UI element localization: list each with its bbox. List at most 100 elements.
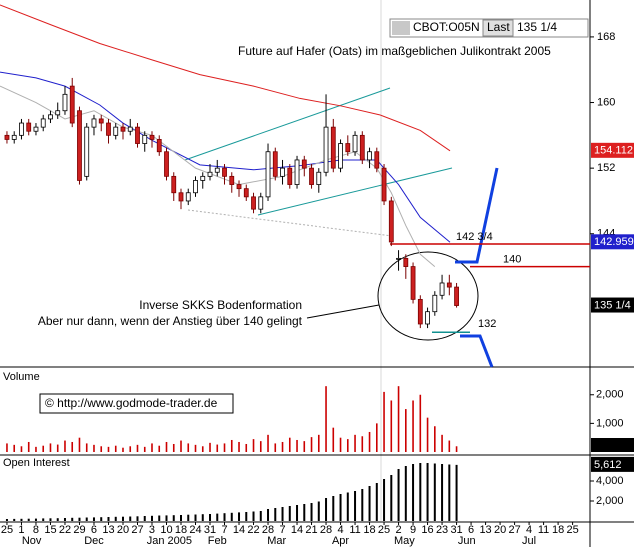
x-tick-label: 25 bbox=[378, 524, 390, 536]
y-tick-label: 2,000 bbox=[596, 495, 624, 507]
volume-bar bbox=[158, 445, 161, 452]
x-tick-label: 24 bbox=[189, 524, 201, 536]
copyright-box bbox=[39, 393, 234, 414]
candle-body bbox=[62, 93, 68, 112]
volume-bar bbox=[419, 394, 422, 452]
open-interest-bar bbox=[129, 516, 132, 521]
candle-body bbox=[425, 311, 430, 325]
oi-last-value: 5,612 bbox=[594, 459, 622, 471]
x-tick-label: 7 bbox=[221, 524, 227, 536]
candle-body bbox=[91, 118, 97, 128]
candle-body bbox=[11, 134, 17, 140]
open-interest-bar bbox=[172, 515, 175, 521]
open-interest-bar bbox=[180, 515, 183, 521]
volume-bar bbox=[303, 441, 306, 452]
volume-bar bbox=[368, 431, 371, 452]
volume-bar bbox=[6, 443, 8, 452]
candle-body bbox=[185, 192, 191, 202]
x-tick-label: 23 bbox=[436, 524, 448, 536]
candle-body bbox=[127, 126, 133, 132]
x-tick-label: 11 bbox=[349, 524, 360, 536]
open-interest-bar bbox=[121, 516, 124, 521]
open-interest-bar bbox=[27, 518, 30, 521]
open-interest-bar bbox=[404, 466, 407, 521]
candle-body bbox=[359, 134, 365, 161]
open-interest-bar bbox=[252, 511, 255, 521]
open-interest-bar bbox=[296, 505, 299, 521]
candle-body bbox=[272, 151, 278, 177]
trend-line bbox=[257, 167, 453, 216]
candle-body bbox=[265, 151, 271, 198]
volume-bar bbox=[201, 446, 204, 452]
moving-average bbox=[0, 4, 451, 152]
candle-body bbox=[417, 298, 423, 325]
y-tick-label: 4,000 bbox=[596, 475, 624, 487]
month-label: Nov bbox=[22, 535, 42, 547]
volume-bar bbox=[230, 439, 233, 452]
annotation: Aber nur dann, wenn der Anstieg über 140… bbox=[38, 314, 303, 328]
x-tick-label: 31 bbox=[450, 524, 462, 536]
open-interest-bar bbox=[230, 512, 233, 521]
candle-body bbox=[149, 134, 155, 140]
open-interest-bar bbox=[274, 508, 277, 521]
volume-bar bbox=[361, 436, 364, 452]
x-tick-label: 28 bbox=[262, 524, 274, 536]
candle-body bbox=[446, 282, 452, 288]
volume-bar bbox=[56, 444, 59, 452]
volume-bar bbox=[187, 443, 190, 452]
open-interest-bar bbox=[100, 517, 103, 521]
volume-bar bbox=[216, 444, 219, 452]
candle-body bbox=[454, 286, 459, 306]
month-label: Jun bbox=[458, 535, 476, 547]
candle-body bbox=[55, 110, 61, 116]
volume-bar bbox=[245, 443, 248, 452]
open-interest-bar bbox=[245, 512, 248, 521]
month-label: Jan 2005 bbox=[147, 535, 192, 547]
candle-body bbox=[294, 159, 300, 185]
volume-bar bbox=[136, 444, 139, 452]
open-interest-bar bbox=[426, 463, 429, 521]
volume-bar bbox=[165, 441, 168, 452]
open-interest-bar bbox=[238, 512, 241, 521]
volume-bar bbox=[274, 443, 277, 452]
x-tick-label: 9 bbox=[410, 524, 416, 536]
pattern-circle bbox=[377, 251, 479, 341]
open-interest-bar bbox=[63, 518, 66, 521]
open-interest-bar bbox=[158, 515, 161, 521]
x-tick-label: 1 bbox=[18, 524, 24, 536]
candle-body bbox=[171, 175, 177, 194]
open-interest-bar bbox=[288, 506, 291, 521]
month-label: Dec bbox=[84, 535, 104, 547]
x-tick-label: 29 bbox=[73, 524, 85, 536]
candle-body bbox=[287, 167, 293, 185]
open-interest-bar bbox=[20, 518, 23, 521]
header-swatch bbox=[392, 21, 410, 35]
candle-body bbox=[410, 266, 416, 300]
candle-body bbox=[323, 126, 329, 173]
volume-last-box bbox=[591, 438, 634, 452]
candle-body bbox=[19, 122, 24, 136]
volume-bar bbox=[172, 443, 175, 452]
x-tick-label: 25 bbox=[1, 524, 13, 536]
volume-bar bbox=[281, 441, 284, 452]
x-tick-label: 13 bbox=[102, 524, 114, 536]
candle-body bbox=[156, 139, 162, 153]
candle-body bbox=[352, 134, 358, 153]
volume-bar bbox=[354, 434, 356, 452]
open-interest-bar bbox=[223, 513, 226, 521]
volume-bar bbox=[310, 437, 313, 452]
y-tick-label: 160 bbox=[597, 96, 615, 108]
open-interest-bar bbox=[375, 483, 378, 521]
volume-bar bbox=[259, 441, 262, 452]
x-tick-label: 18 bbox=[363, 524, 375, 536]
open-interest-bar bbox=[412, 464, 415, 521]
volume-bar bbox=[42, 445, 45, 452]
candle-body bbox=[26, 122, 32, 132]
last-label: Last bbox=[487, 20, 510, 34]
x-tick-label: 18 bbox=[552, 524, 564, 536]
level-label: 140 bbox=[503, 253, 521, 265]
x-tick-label: 27 bbox=[508, 524, 520, 536]
candle-body bbox=[33, 126, 39, 132]
oi-last-value-box bbox=[591, 456, 634, 472]
volume-bar bbox=[441, 434, 443, 452]
